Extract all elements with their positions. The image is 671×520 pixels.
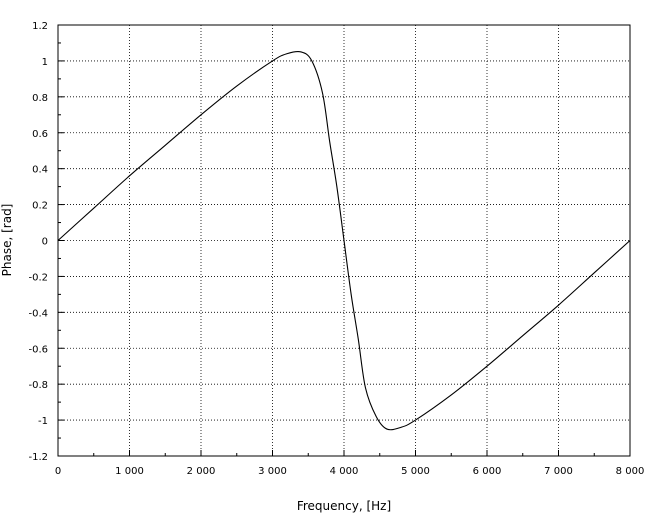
x-tick-label: 6 000 (473, 466, 502, 477)
y-tick-label: 0.8 (32, 93, 48, 104)
x-tick-label: 8 000 (616, 466, 645, 477)
x-tick-label: 2 000 (187, 466, 216, 477)
tick-label-layer: 0 1 000 2 000 3 000 4 000 5 000 6 000 7 000 8 00… (28, 21, 644, 477)
x-tick-label: 3 000 (258, 466, 287, 477)
plot-frame (57, 24, 631, 457)
y-tick-label: 0.6 (32, 129, 48, 140)
y-tick-label: -1 (38, 416, 48, 427)
y-tick-label: -0.8 (28, 380, 48, 391)
x-tick-label: 4 000 (330, 466, 359, 477)
x-axis-label: Frequency, [Hz] (297, 499, 391, 513)
y-tick-label: -1.2 (28, 452, 48, 463)
y-tick-label: 0 (42, 237, 48, 248)
y-tick-label: 1.2 (32, 21, 48, 32)
y-axis-label: Phase, [rad] (0, 204, 14, 277)
y-tick-label: 0.2 (32, 201, 48, 212)
x-tick-label: 7 000 (544, 466, 573, 477)
y-tick-label: -0.4 (28, 308, 48, 319)
y-tick-label: -0.2 (28, 272, 48, 283)
x-tick-label: 1 000 (115, 466, 144, 477)
y-tick-label: 0.4 (32, 165, 48, 176)
x-tick-label: 0 (55, 466, 61, 477)
y-tick-label: 1 (42, 57, 48, 68)
x-tick-label: 5 000 (401, 466, 430, 477)
phase-series-line (57, 50, 631, 431)
y-tick-label: -0.6 (28, 344, 48, 355)
